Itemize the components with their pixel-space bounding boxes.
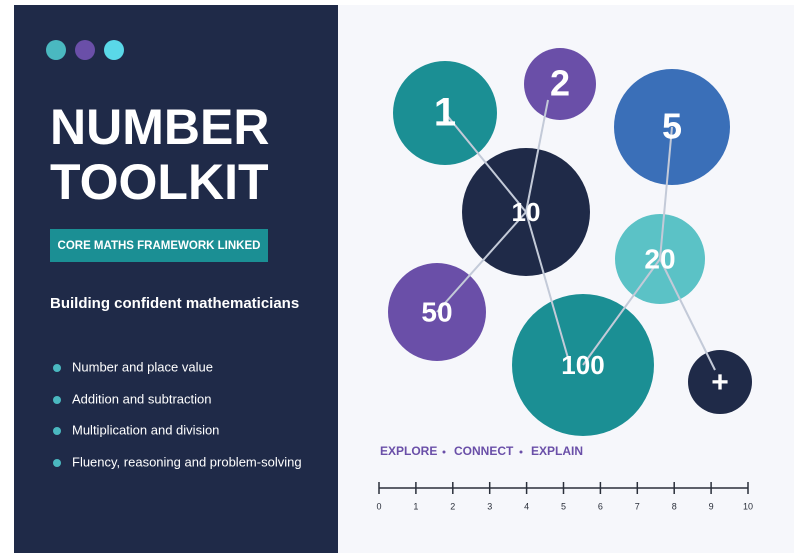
connector (525, 211, 571, 366)
tick-label: 0 (376, 501, 381, 511)
bubble-label: 100 (561, 350, 604, 380)
tick-label: 7 (635, 501, 640, 511)
dot (46, 40, 66, 60)
connectors (436, 99, 716, 371)
connector (659, 258, 716, 371)
bubble-label: 5 (662, 106, 682, 147)
tick-label: 4 (524, 501, 529, 511)
tick-label: 9 (709, 501, 714, 511)
connector (582, 258, 661, 366)
tick-label: 8 (672, 501, 677, 511)
bubble-label: 1 (434, 91, 456, 135)
connector (436, 211, 527, 313)
tick-label: 5 (561, 501, 566, 511)
left-panel (14, 5, 338, 553)
tagline-word: EXPLORE (380, 444, 437, 458)
title: NUMBER (50, 99, 269, 155)
bubble (524, 48, 596, 120)
topic: Addition and subtraction (72, 391, 211, 406)
badge (50, 229, 268, 262)
bubble-label: + (711, 366, 729, 399)
separator (442, 450, 446, 454)
tick-label: 2 (450, 501, 455, 511)
bubble-label: 2 (550, 63, 570, 104)
tick-label: 6 (598, 501, 603, 511)
bullet (53, 427, 61, 435)
title: TOOLKIT (50, 154, 269, 210)
bubble (688, 350, 752, 414)
connector (444, 112, 527, 213)
bubble-label: 50 (421, 296, 452, 327)
dot (104, 40, 124, 60)
topic: Number and place value (72, 359, 213, 374)
badge-text: CORE MATHS FRAMEWORK LINKED (58, 240, 261, 252)
bullet (53, 364, 61, 372)
tick-label: 3 (487, 501, 492, 511)
tick-label: 1 (413, 501, 418, 511)
topic: Multiplication and division (72, 422, 219, 437)
dot (75, 40, 95, 60)
tagline-word: CONNECT (454, 444, 514, 458)
bubble-label: 10 (512, 197, 541, 227)
tagline-word: EXPLAIN (531, 444, 583, 458)
separator (519, 450, 523, 454)
subtitle: Building confident mathematicians (50, 295, 299, 312)
bubble-label: 20 (644, 243, 675, 274)
connector (525, 99, 549, 213)
connector (659, 126, 673, 260)
topic: Fluency, reasoning and problem-solving (72, 454, 302, 469)
bullet (53, 396, 61, 404)
tick-label: 10 (743, 501, 753, 511)
bullet (53, 459, 61, 467)
